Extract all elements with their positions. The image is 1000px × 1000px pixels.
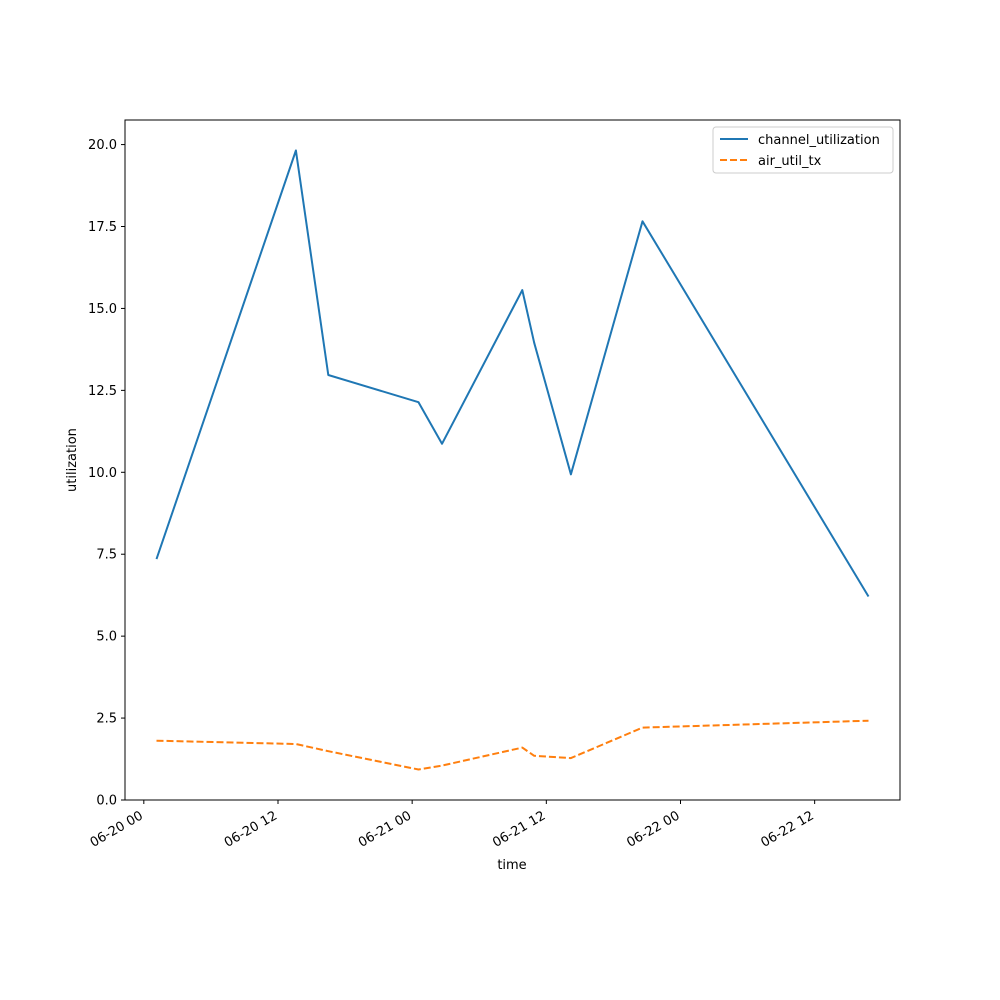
y-tick-label: 12.5 — [88, 384, 117, 399]
data-point-air-util-tx — [570, 757, 572, 759]
data-point-channel-utilization — [641, 220, 643, 222]
x-axis-label: time — [497, 858, 526, 873]
data-point-channel-utilization — [327, 374, 329, 376]
data-point-air-util-tx — [641, 726, 643, 728]
y-tick-label: 17.5 — [88, 220, 117, 235]
data-point-air-util-tx — [155, 740, 157, 742]
data-point-air-util-tx — [867, 720, 869, 722]
legend: channel_utilization air_util_tx — [713, 127, 893, 173]
legend-label-air-util-tx: air_util_tx — [758, 154, 822, 169]
data-point-air-util-tx — [417, 768, 419, 770]
data-point-channel-utilization — [155, 558, 157, 560]
data-point-channel-utilization — [867, 595, 869, 597]
data-point-channel-utilization — [521, 289, 523, 291]
data-point-air-util-tx — [327, 750, 329, 752]
data-point-air-util-tx — [441, 764, 443, 766]
data-point-air-util-tx — [295, 743, 297, 745]
y-tick-label: 20.0 — [88, 138, 117, 153]
y-tick-label: 2.5 — [96, 712, 117, 727]
y-axis-label: utilization — [65, 428, 80, 492]
data-point-channel-utilization — [417, 401, 419, 403]
data-point-channel-utilization — [570, 473, 572, 475]
y-tick-label: 10.0 — [88, 466, 117, 481]
y-tick-label: 0.0 — [96, 794, 117, 809]
data-point-channel-utilization — [441, 443, 443, 445]
data-point-air-util-tx — [521, 746, 523, 748]
y-tick-label: 7.5 — [96, 548, 117, 563]
y-tick-label: 15.0 — [88, 302, 117, 317]
data-point-air-util-tx — [533, 755, 535, 757]
y-tick-label: 5.0 — [96, 630, 117, 645]
data-point-channel-utilization — [295, 149, 297, 151]
legend-label-channel-utilization: channel_utilization — [758, 133, 880, 148]
data-point-channel-utilization — [533, 342, 535, 344]
